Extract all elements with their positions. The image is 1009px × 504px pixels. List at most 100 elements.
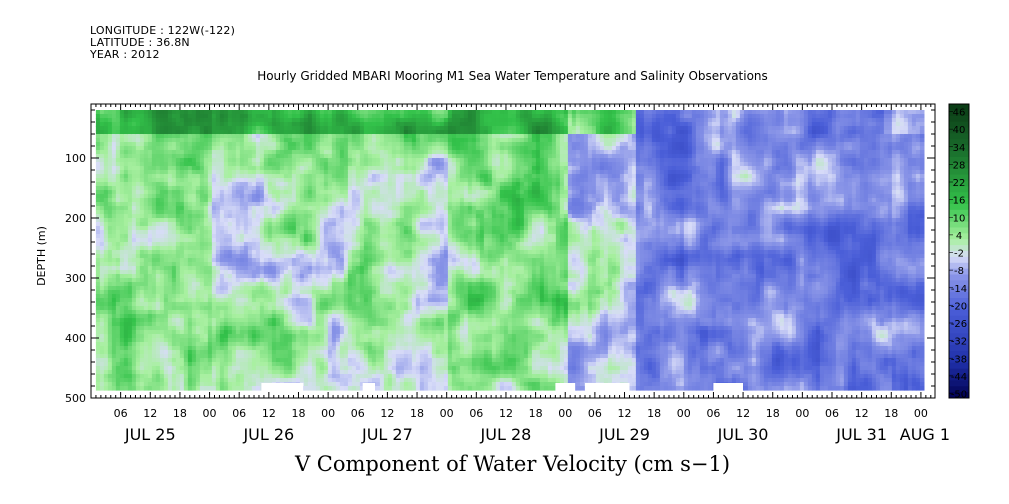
- heatmap-cell: [243, 274, 249, 279]
- heatmap-cell: [307, 210, 313, 215]
- heatmap-cell: [231, 338, 237, 343]
- heatmap-cell: [359, 158, 365, 163]
- heatmap-cell: [171, 238, 177, 243]
- heatmap-cell: [207, 294, 213, 299]
- heatmap-cell: [235, 366, 241, 371]
- heatmap-cell: [311, 254, 317, 259]
- heatmap-cell: [103, 306, 109, 311]
- heatmap-cell: [323, 118, 329, 123]
- heatmap-cell: [355, 254, 361, 259]
- heatmap-cell: [151, 202, 157, 207]
- heatmap-cell: [195, 382, 201, 387]
- heatmap-cell: [195, 294, 201, 299]
- heatmap-cell: [367, 258, 373, 263]
- heatmap-cell: [275, 350, 281, 355]
- heatmap-cell: [327, 154, 333, 159]
- heatmap-cell: [295, 110, 301, 115]
- heatmap-cell: [331, 142, 337, 147]
- heatmap-cell: [319, 118, 325, 123]
- heatmap-cell: [127, 146, 133, 151]
- heatmap-cell: [227, 286, 233, 291]
- heatmap-cell: [111, 246, 117, 251]
- heatmap-cell: [315, 366, 321, 371]
- heatmap-cell: [227, 378, 233, 383]
- heatmap-cell: [223, 202, 229, 207]
- heatmap-cell: [223, 382, 229, 387]
- heatmap-cell: [339, 366, 345, 371]
- heatmap-cell: [207, 134, 213, 139]
- heatmap-cell: [279, 146, 285, 151]
- heatmap-cell: [203, 266, 209, 271]
- heatmap-cell: [291, 122, 297, 127]
- heatmap-cell: [171, 138, 177, 143]
- heatmap-cell: [243, 190, 249, 195]
- heatmap-cell: [215, 222, 221, 227]
- heatmap-cell: [175, 178, 181, 183]
- heatmap-cell: [295, 222, 301, 227]
- heatmap-cell: [139, 242, 145, 247]
- heatmap-cell: [115, 218, 121, 223]
- heatmap-cell: [183, 290, 189, 295]
- heatmap-cell: [227, 150, 233, 155]
- heatmap-cell: [175, 334, 181, 339]
- heatmap-cell: [235, 358, 241, 363]
- heatmap-cell: [151, 242, 157, 247]
- heatmap-cell: [275, 114, 281, 119]
- heatmap-cell: [363, 214, 369, 219]
- heatmap-cell: [171, 198, 177, 203]
- heatmap-cell: [227, 162, 233, 167]
- heatmap-cell: [115, 142, 121, 147]
- heatmap-cell: [107, 274, 113, 279]
- heatmap-cell: [271, 262, 277, 267]
- heatmap-cell: [159, 170, 165, 175]
- heatmap-cell: [203, 230, 209, 235]
- heatmap-cell: [299, 258, 305, 263]
- heatmap-cell: [95, 182, 101, 187]
- heatmap-cell: [307, 206, 313, 211]
- heatmap-cell: [167, 386, 173, 391]
- heatmap-cell: [171, 170, 177, 175]
- heatmap-cell: [195, 334, 201, 339]
- heatmap-cell: [103, 270, 109, 275]
- heatmap-cell: [291, 310, 297, 315]
- heatmap-cell: [159, 138, 165, 143]
- heatmap-cell: [303, 326, 309, 331]
- heatmap-cell: [267, 258, 273, 263]
- heatmap-cell: [215, 358, 221, 363]
- heatmap-cell: [311, 282, 317, 287]
- heatmap-cell: [315, 286, 321, 291]
- heatmap-cell: [115, 310, 121, 315]
- heatmap-cell: [191, 326, 197, 331]
- heatmap-cell: [191, 378, 197, 383]
- heatmap-cell: [303, 154, 309, 159]
- heatmap-cell: [111, 186, 117, 191]
- heatmap-cell: [207, 130, 213, 135]
- heatmap-cell: [207, 266, 213, 271]
- heatmap-cell: [287, 238, 293, 243]
- heatmap-cell: [171, 282, 177, 287]
- heatmap-cell: [175, 282, 181, 287]
- heatmap-cell: [251, 374, 257, 379]
- heatmap-cell: [355, 134, 361, 139]
- heatmap-cell: [355, 362, 361, 367]
- heatmap-cell: [123, 358, 129, 363]
- heatmap-cell: [179, 190, 185, 195]
- heatmap-cell: [183, 234, 189, 239]
- heatmap-cell: [271, 294, 277, 299]
- heatmap-cell: [335, 162, 341, 167]
- heatmap-cell: [275, 290, 281, 295]
- heatmap-cell: [243, 194, 249, 199]
- heatmap-cell: [367, 154, 373, 159]
- heatmap-cell: [243, 210, 249, 215]
- heatmap-cell: [107, 266, 113, 271]
- heatmap-cell: [231, 302, 237, 307]
- heatmap-cell: [351, 118, 357, 123]
- heatmap-cell: [255, 338, 261, 343]
- heatmap-cell: [339, 210, 345, 215]
- heatmap-cell: [191, 234, 197, 239]
- heatmap-cell: [239, 174, 245, 179]
- heatmap-cell: [259, 354, 265, 359]
- heatmap-cell: [343, 146, 349, 151]
- heatmap-cell: [139, 318, 145, 323]
- heatmap-cell: [307, 314, 313, 319]
